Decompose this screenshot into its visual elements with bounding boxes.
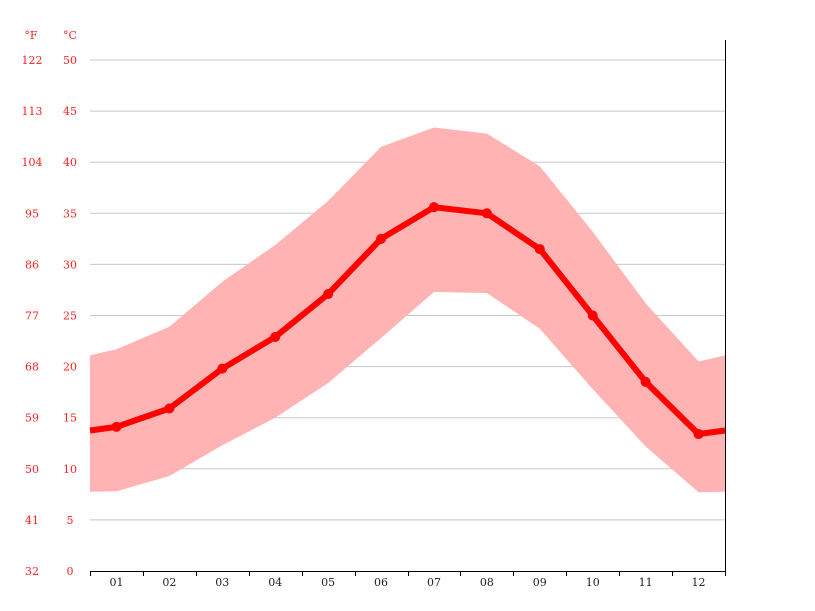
x-tick-label: 09 (533, 576, 547, 589)
x-tick-label: 07 (427, 576, 441, 589)
y-tick-label-fahrenheit: 95 (25, 207, 39, 220)
mean-temperature-point (270, 331, 281, 342)
y-tick-label-fahrenheit: 77 (25, 310, 39, 323)
y-tick-label-celsius: 25 (63, 310, 77, 323)
mean-temperature-point (428, 202, 439, 213)
x-tick-label: 05 (321, 576, 335, 589)
axes: 0 32 5 41 10 50 15 59 20 68 25 77 30 86 35 95 40 104 45 113… (22, 40, 726, 589)
y-tick-label-celsius: 15 (63, 412, 77, 425)
mean-temperature-point (640, 376, 651, 387)
mean-temperature-line (89, 204, 726, 438)
mean-temperature-series (89, 202, 726, 440)
mean-temperature-point (587, 310, 598, 321)
y-tick-label-celsius: 0 (67, 565, 74, 578)
y-tick-label-celsius: 5 (67, 514, 74, 527)
y-tick-label-fahrenheit: 113 (22, 105, 43, 118)
mean-temperature-point (376, 233, 387, 244)
y-tick-label-celsius: 30 (63, 258, 77, 271)
y-tick-label-fahrenheit: 59 (25, 412, 39, 425)
y-tick-label-celsius: 40 (63, 156, 77, 169)
x-tick-label: 02 (162, 576, 176, 589)
min-max-range-area (90, 127, 725, 493)
y-tick-label-fahrenheit: 41 (25, 514, 39, 527)
mean-temperature-point (693, 429, 704, 440)
y-tick-label-fahrenheit: 122 (22, 54, 43, 67)
mean-temperature-point (534, 244, 545, 255)
y-tick-label-celsius: 45 (63, 105, 77, 118)
y-tick-label-fahrenheit: 68 (25, 361, 39, 374)
fahrenheit-unit-label: °F (24, 29, 38, 42)
mean-temperature-point (217, 363, 228, 374)
y-tick-label-fahrenheit: 32 (25, 565, 39, 578)
min-max-band (90, 127, 725, 493)
x-tick-label: 10 (586, 576, 600, 589)
y-tick-label-fahrenheit: 50 (25, 463, 39, 476)
y-tick-label-fahrenheit: 104 (22, 156, 43, 169)
y-tick-label-celsius: 50 (63, 54, 77, 67)
mean-temperature-point (111, 421, 122, 432)
mean-temperature-point (481, 208, 492, 219)
mean-temperature-point (323, 289, 334, 300)
x-tick-label: 08 (480, 576, 494, 589)
celsius-unit-label: °C (63, 29, 77, 42)
x-tick-label: 11 (639, 576, 653, 589)
x-tick-label: 01 (109, 576, 123, 589)
x-tick-label: 06 (374, 576, 388, 589)
mean-temperature-point (164, 403, 175, 414)
y-tick-label-fahrenheit: 86 (25, 258, 39, 271)
x-tick-label: 03 (215, 576, 229, 589)
y-tick-label-celsius: 35 (63, 207, 77, 220)
y-tick-label-celsius: 10 (63, 463, 77, 476)
x-tick-label: 04 (268, 576, 282, 589)
x-tick-label: 12 (692, 576, 706, 589)
y-tick-label-celsius: 20 (63, 361, 77, 374)
